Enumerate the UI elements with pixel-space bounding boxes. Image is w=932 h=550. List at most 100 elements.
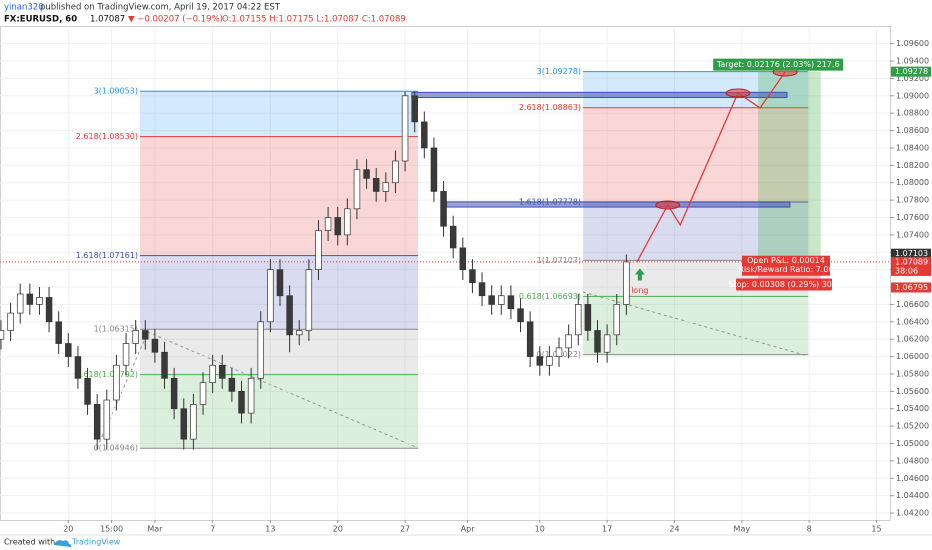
y-tick-label: 1.06200 xyxy=(896,335,929,344)
y-tick-label: 1.06400 xyxy=(896,317,929,326)
fib-zone xyxy=(583,202,809,261)
fib-zone xyxy=(139,91,419,137)
candle-body xyxy=(555,347,563,357)
y-tick-label: 1.04600 xyxy=(896,474,929,483)
y-tick-label: 1.09000 xyxy=(896,91,929,100)
plot-frame xyxy=(0,26,891,521)
candle-body xyxy=(575,304,582,336)
target-label: Target: 0.02176 (2.03%) 217.6 xyxy=(716,60,840,69)
candle-body xyxy=(353,169,361,210)
fib-label: 0.618(1.06693) xyxy=(519,292,581,301)
last-price: 1.07087 xyxy=(90,15,125,25)
candle-body xyxy=(459,247,467,271)
candle-body xyxy=(411,95,418,123)
price-label-box xyxy=(891,256,931,267)
price-label: 1.07089 xyxy=(895,257,928,266)
x-tick-label: 10 xyxy=(535,525,545,534)
header: yinan320 published on TradingView.com, A… xyxy=(4,3,406,25)
published: published on TradingView.com, April 19, … xyxy=(40,3,281,13)
candle-body xyxy=(382,182,390,192)
candle-body xyxy=(430,147,438,192)
candle-body xyxy=(392,160,399,184)
y-tick-label: 1.09600 xyxy=(896,39,929,48)
fib-label: 0(1.04946) xyxy=(94,444,138,453)
footer-brand: TradingView xyxy=(71,538,121,547)
candle-body xyxy=(623,261,630,305)
candle-body xyxy=(401,95,409,162)
candle-body xyxy=(26,293,34,305)
candle-body xyxy=(45,297,53,323)
y-tick-label: 1.05000 xyxy=(896,439,929,448)
brand-icon xyxy=(54,540,72,547)
symbol: FX:EURUSD, 60 xyxy=(4,15,77,25)
candle-body xyxy=(132,330,139,344)
rr-label: Risk/Reward Ratio: 7.06 xyxy=(738,265,833,274)
candle-body xyxy=(344,208,351,236)
pnl-label: Open P&L: 0.00014 xyxy=(747,256,825,265)
fib-label: 1(1.06315) xyxy=(94,325,138,334)
x-tick-label: 8 xyxy=(807,525,812,534)
trend-line xyxy=(582,291,809,357)
candle-body xyxy=(65,343,72,357)
x-tick-label: 15:00 xyxy=(100,525,123,534)
candle-body xyxy=(36,297,43,305)
fib-zone xyxy=(139,136,419,256)
candle-body xyxy=(334,217,341,236)
countdown: 38:06 xyxy=(895,266,918,275)
fib-zone xyxy=(583,296,809,355)
candle-body xyxy=(103,399,111,440)
candle-body xyxy=(305,269,313,331)
y-tick-label: 1.08400 xyxy=(896,143,929,152)
x-tick-label: 20 xyxy=(63,525,73,534)
candle-body xyxy=(565,334,572,349)
candle-body xyxy=(440,191,447,227)
candle-body xyxy=(526,321,534,357)
annotation: long xyxy=(631,286,648,295)
candle-body xyxy=(7,312,14,331)
candle-body xyxy=(421,121,428,149)
candle-body xyxy=(594,330,601,353)
price-label: 1.09278 xyxy=(895,67,928,76)
target-marker xyxy=(655,200,681,210)
target-marker xyxy=(725,88,751,98)
candle-body xyxy=(247,377,255,414)
x-tick-label: 13 xyxy=(265,525,275,534)
fib-label: 3(1.09278) xyxy=(537,67,581,76)
fib-label: 1(1.07107) xyxy=(537,256,581,265)
candle-body xyxy=(122,343,130,366)
marks: 1.04200 1.04400 1.04600 1.04800 1.05000 1.052… xyxy=(0,28,931,534)
candle-body xyxy=(170,377,178,410)
candle-body xyxy=(498,295,505,305)
x-tick-label: 17 xyxy=(602,525,612,534)
candle-body xyxy=(55,321,62,344)
candle-body xyxy=(267,269,274,323)
candle-body xyxy=(603,334,611,353)
price-zone xyxy=(445,201,791,208)
candle-body xyxy=(295,330,303,336)
y-tick-label: 1.05400 xyxy=(896,404,929,413)
fib-zone xyxy=(139,329,419,375)
candle-body xyxy=(363,169,370,179)
long-arrow xyxy=(634,268,645,281)
y-tick-label: 1.04200 xyxy=(896,509,929,518)
x-tick-label: 15 xyxy=(871,525,881,534)
candle-body xyxy=(74,356,82,379)
candle-body xyxy=(151,338,159,353)
candle-body xyxy=(372,178,380,192)
stop-label-box xyxy=(736,278,832,291)
candle-body xyxy=(315,230,322,271)
candle-body xyxy=(84,377,91,405)
y-tick-label: 1.08200 xyxy=(896,161,929,170)
y-tick-label: 1.08000 xyxy=(896,178,929,187)
stop-label: Stop: 0.00308 (0.29%) 30.8 xyxy=(728,280,839,289)
candle-body xyxy=(584,304,592,331)
y-tick-label: 1.07600 xyxy=(896,213,929,222)
candle-body xyxy=(161,351,168,379)
candle-body xyxy=(507,295,515,310)
pnl-box xyxy=(742,255,830,276)
candle-body xyxy=(469,269,476,284)
position-target xyxy=(758,71,821,261)
target-label-box xyxy=(713,58,844,71)
countdown-box xyxy=(891,265,931,276)
